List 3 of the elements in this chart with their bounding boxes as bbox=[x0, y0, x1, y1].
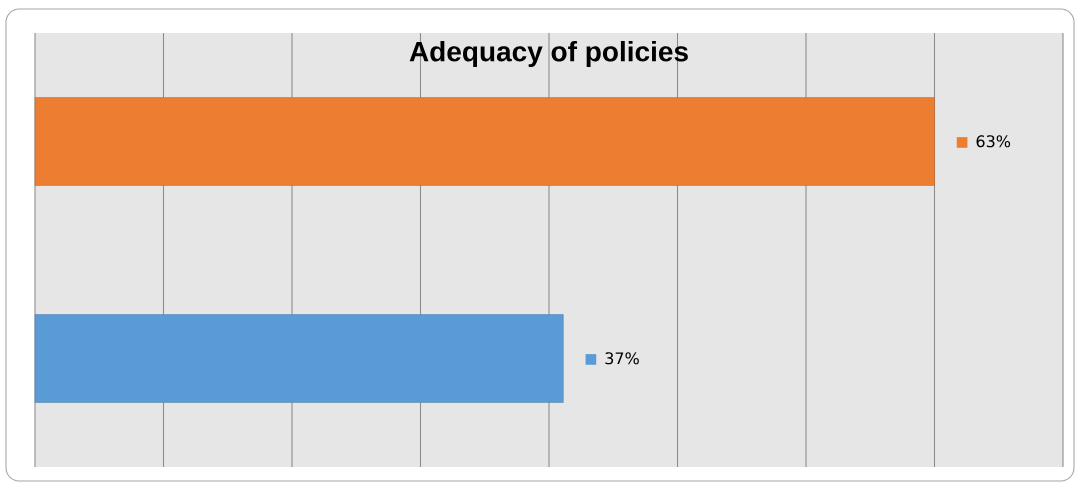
data-label: 37% bbox=[605, 352, 639, 365]
chart-title: Adequacy of policies bbox=[409, 40, 688, 68]
data-label: 63% bbox=[976, 135, 1011, 148]
